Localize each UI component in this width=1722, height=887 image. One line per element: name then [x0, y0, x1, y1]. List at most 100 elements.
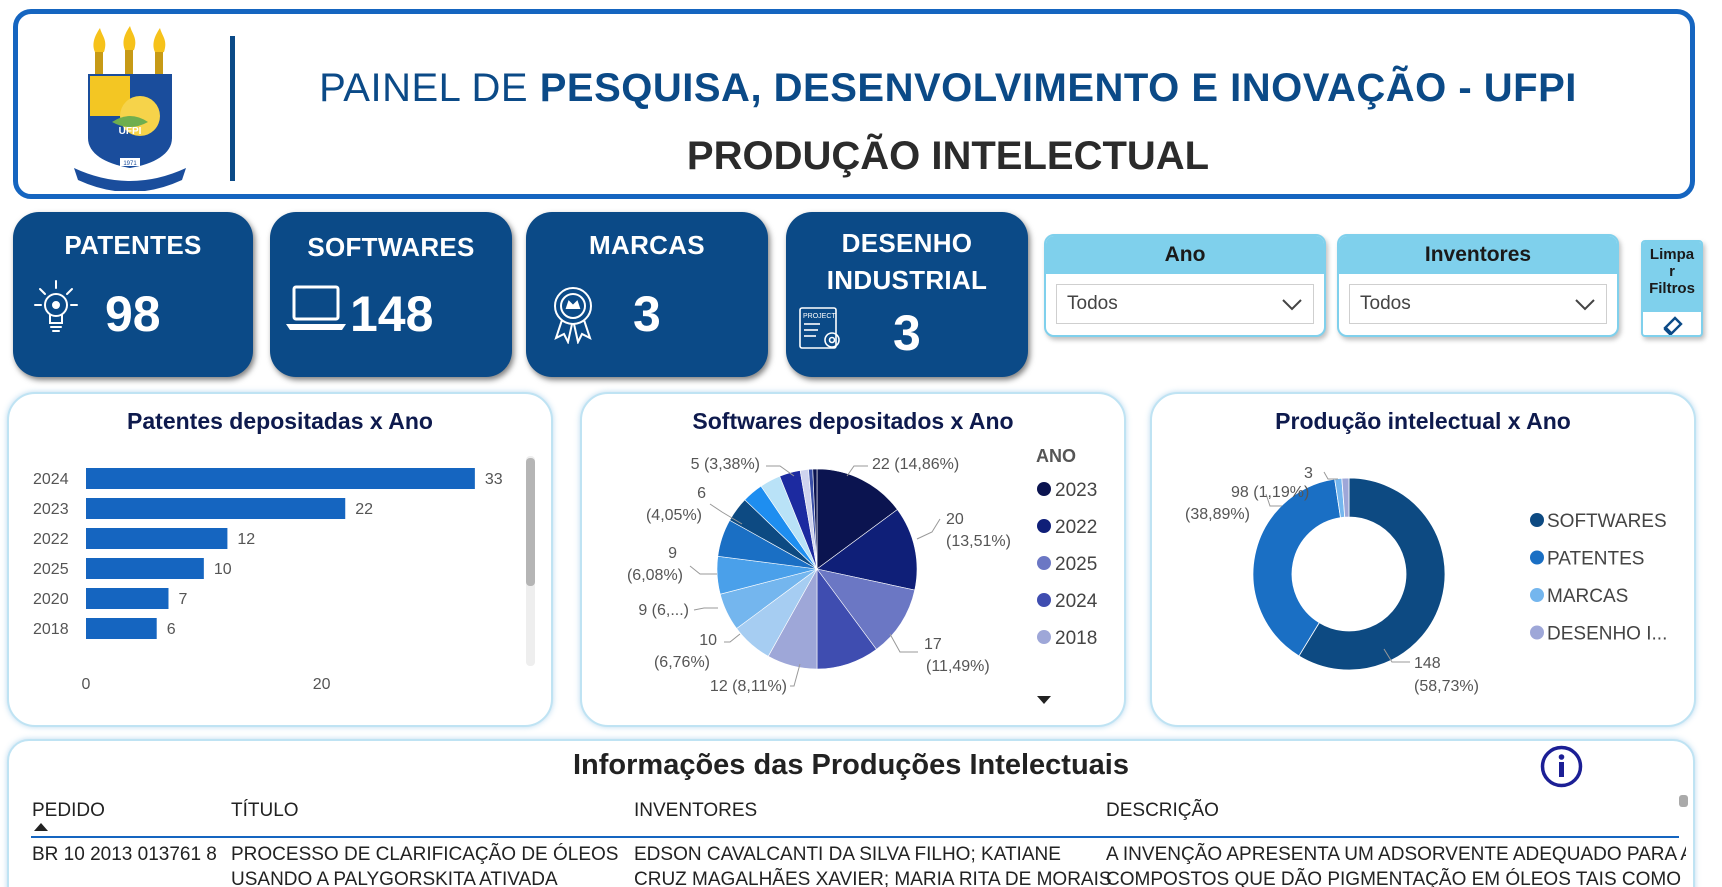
kpi-value: 98 [105, 286, 161, 342]
data-label: (6,76%) [654, 654, 710, 671]
torch-icon [93, 26, 166, 74]
donut-slice[interactable] [1298, 477, 1446, 671]
sort-ascending-icon [34, 823, 48, 831]
column-header-descricao[interactable]: DESCRIÇÃO [1106, 800, 1219, 821]
data-label: 17 [924, 636, 942, 653]
data-label: 33 [485, 471, 503, 488]
legend-marker [1530, 625, 1544, 640]
legend-item[interactable]: 2025 [1055, 554, 1097, 575]
legend-item[interactable]: DESENHO I... [1547, 624, 1667, 645]
pie-chart-softwares: 22 (14,86%) 20 (13,51%) 17 (11,49%) 12 (8,11%… [627, 446, 1098, 704]
legend-scroll-down-icon[interactable] [1037, 696, 1051, 704]
table-cell-pedido: BR 10 2013 013761 8 [32, 844, 217, 865]
legend-marker [1530, 588, 1544, 602]
bar[interactable] [86, 528, 228, 549]
legend-item[interactable]: PATENTES [1547, 549, 1644, 570]
pie-slice[interactable] [812, 468, 818, 570]
chevron-down-icon [1282, 299, 1302, 311]
chart-title: Softwares depositados x Ano [692, 408, 1014, 434]
table-scrollbar[interactable] [1679, 795, 1688, 807]
filter-selected-value: Todos [1360, 293, 1411, 314]
filter-inventores-dropdown[interactable]: Todos [1349, 284, 1607, 324]
data-label: 3 [1304, 465, 1313, 482]
data-label: (11,49%) [926, 658, 990, 675]
header-divider [230, 36, 235, 181]
legend-item[interactable]: 2018 [1055, 628, 1097, 649]
data-label: 22 (14,86%) [872, 456, 959, 473]
filter-label: Ano [1046, 236, 1324, 274]
column-header-titulo[interactable]: TÍTULO [231, 800, 299, 821]
legend-marker [1037, 630, 1051, 644]
kpi-value: 3 [633, 286, 661, 342]
axis-tick-label: 0 [82, 676, 91, 693]
svg-text:PROJECT: PROJECT [803, 313, 836, 320]
donut-chart-producao: 3 98 (1,19%) (38,89%) 148 (58,73%) SOFTW… [1185, 465, 1667, 695]
info-icon[interactable] [1539, 744, 1584, 789]
laptop-icon [286, 285, 346, 330]
legend-item[interactable]: 2024 [1055, 591, 1098, 612]
legend-item[interactable]: MARCAS [1547, 586, 1628, 607]
lightbulb-icon [34, 280, 78, 332]
data-label: (4,05%) [646, 507, 702, 524]
legend-marker [1037, 519, 1051, 533]
bar[interactable] [86, 498, 346, 519]
data-label: (38,89%) [1185, 506, 1250, 523]
scrollbar-thumb[interactable] [526, 458, 535, 586]
table-cell-inventores: EDSON CAVALCANTI DA SILVA FILHO; KATIANE… [634, 844, 1112, 887]
legend-title: ANO [1036, 446, 1076, 466]
header-underline [31, 836, 1679, 838]
kpi-label: SOFTWARES [307, 232, 475, 262]
filter-inventores: Inventores Todos [1337, 234, 1619, 337]
kpi-card-patentes: PATENTES 98 [13, 212, 253, 377]
chart-panel-softwares: Softwares depositados x Ano 22 (14,86%) 2… [580, 392, 1126, 727]
legend-item[interactable]: SOFTWARES [1547, 511, 1667, 532]
legend-item[interactable]: 2022 [1055, 517, 1097, 538]
filter-ano-dropdown[interactable]: Todos [1056, 284, 1314, 324]
kpi-value: 3 [893, 305, 921, 361]
kpi-card-softwares: SOFTWARES 148 [270, 212, 512, 377]
kpi-label-line2: INDUSTRIAL [826, 265, 988, 295]
eraser-icon [1663, 316, 1683, 335]
kpi-card-desenho-industrial: DESENHO INDUSTRIAL PROJECT 3 [786, 212, 1028, 377]
data-label: 10 [214, 561, 232, 578]
data-label: 12 (8,11%) [710, 678, 787, 695]
bar[interactable] [86, 588, 169, 609]
table-panel: Informações das Produções Intelectuais P… [7, 739, 1695, 887]
legend-marker [1037, 593, 1051, 607]
pie-slice[interactable] [816, 568, 916, 650]
data-label: 20 [946, 511, 964, 528]
header-banner: UFPI 1971 PAINEL DE PESQUISA, DESENVOLVI… [13, 9, 1695, 199]
category-label: 2023 [33, 501, 69, 518]
column-header-pedido[interactable]: PEDIDO [32, 800, 105, 821]
chevron-down-icon [1575, 299, 1595, 311]
data-label: 9 [668, 545, 677, 562]
kpi-label-line1: DESENHO [841, 228, 973, 258]
kpi-card-marcas: MARCAS 3 [526, 212, 768, 377]
column-header-inventores[interactable]: INVENTORES [634, 800, 758, 821]
filter-label: Inventores [1339, 236, 1617, 274]
pie-slice[interactable] [816, 468, 898, 570]
data-label: 9 (6,...) [638, 602, 689, 619]
clear-filters-button[interactable]: Limpa r Filtros [1641, 240, 1703, 337]
kpi-value: 148 [350, 286, 434, 342]
donut-slice[interactable] [1341, 477, 1350, 518]
legend-marker [1037, 556, 1051, 570]
data-label: 5 (3,38%) [691, 456, 760, 473]
kpi-label: PATENTES [64, 230, 202, 260]
data-label: (6,08%) [627, 567, 683, 584]
data-label: 148 [1414, 655, 1441, 672]
legend-item[interactable]: 2023 [1055, 480, 1097, 501]
legend-marker [1530, 550, 1544, 565]
donut-slice[interactable] [1252, 478, 1341, 657]
award-badge-icon [554, 287, 592, 344]
category-label: 2020 [33, 591, 69, 608]
bar[interactable] [86, 468, 475, 489]
bar[interactable] [86, 618, 157, 639]
pie-slice[interactable] [816, 509, 918, 591]
data-label: 6 [697, 485, 706, 502]
data-label: 98 (1,19%) [1231, 484, 1309, 501]
chart-title: Produção intelectual x Ano [1275, 408, 1571, 434]
table-cell-descricao: A INVENÇÃO APRESENTA UM ADSORVENTE ADEQU… [1106, 844, 1686, 887]
table-cell-titulo: PROCESSO DE CLARIFICAÇÃO DE ÓLEOS USANDO… [231, 844, 619, 887]
bar[interactable] [86, 558, 204, 579]
